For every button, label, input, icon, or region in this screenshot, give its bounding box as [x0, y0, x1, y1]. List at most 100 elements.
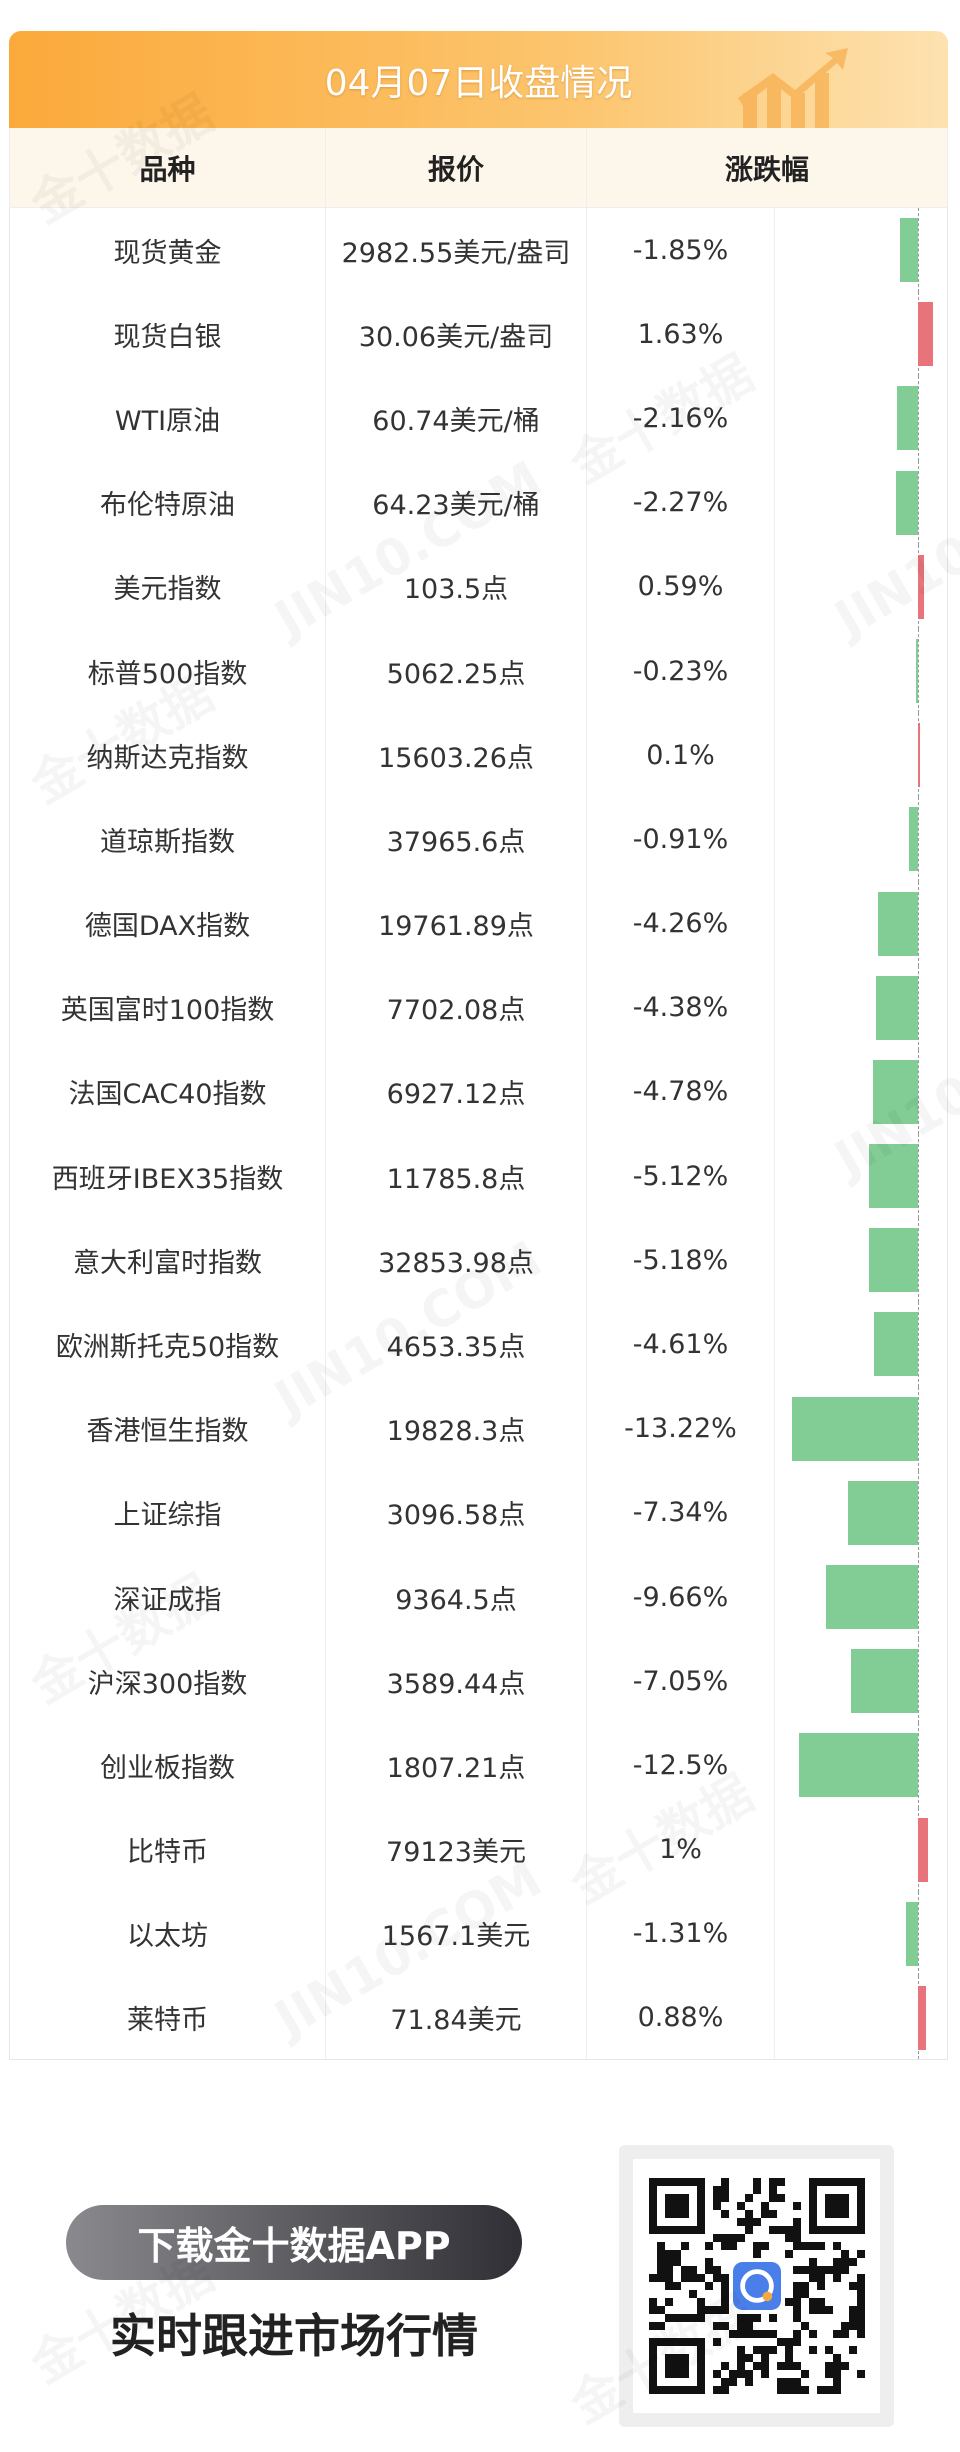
table-row: 创业板指数 1807.21点 -12.5%	[9, 1723, 948, 1808]
instrument-price: 6927.12点	[326, 1049, 587, 1135]
column-header-name: 品种	[10, 128, 326, 207]
instrument-price: 1567.1美元	[326, 1891, 587, 1976]
change-bar-down	[826, 1565, 918, 1629]
instrument-name: 美元指数	[10, 544, 326, 629]
zero-axis	[918, 1555, 919, 1640]
instrument-price: 30.06美元/盎司	[326, 292, 587, 377]
title-banner: 04月07日收盘情况	[9, 31, 948, 128]
change-bar-down	[877, 891, 918, 956]
change-bar-down	[869, 1144, 918, 1209]
instrument-name: 纳斯达克指数	[10, 713, 326, 798]
instrument-name: 上证综指	[10, 1470, 326, 1555]
table-row: 纳斯达克指数 15603.26点 0.1%	[9, 713, 948, 798]
table-row: 美元指数 103.5点 0.59%	[9, 544, 948, 629]
instrument-name: 标普500指数	[10, 628, 326, 714]
qr-code	[619, 2145, 894, 2427]
zero-axis	[918, 1723, 919, 1808]
change-bar-cell	[775, 1470, 947, 1555]
instrument-change: -1.31%	[587, 1891, 775, 1976]
zero-axis	[918, 1470, 919, 1555]
instrument-price: 5062.25点	[326, 628, 587, 714]
table-row: 沪深300指数 3589.44点 -7.05%	[9, 1639, 948, 1724]
instrument-change: -0.23%	[587, 628, 775, 714]
change-bar-down	[915, 638, 918, 703]
qr-code-image	[648, 2178, 865, 2394]
instrument-price: 103.5点	[326, 544, 587, 629]
instrument-price: 37965.6点	[326, 797, 587, 882]
instrument-name: 香港恒生指数	[10, 1386, 326, 1471]
instrument-name: WTI原油	[10, 376, 326, 461]
table-row: 意大利富时指数 32853.98点 -5.18%	[9, 1218, 948, 1303]
change-bar-up	[918, 554, 924, 619]
change-bar-cell	[775, 544, 947, 629]
table-row: 布伦特原油 64.23美元/桶 -2.27%	[9, 460, 948, 545]
instrument-name: 意大利富时指数	[10, 1218, 326, 1303]
instrument-change: 0.88%	[587, 1975, 775, 2060]
table-row: 深证成指 9364.5点 -9.66%	[9, 1555, 948, 1640]
promo-subtitle: 实时跟进市场行情	[110, 2309, 478, 2363]
instrument-name: 沪深300指数	[10, 1639, 326, 1724]
instrument-price: 2982.55美元/盎司	[326, 208, 587, 293]
zero-axis	[918, 1218, 919, 1303]
instrument-name: 现货白银	[10, 292, 326, 377]
change-bar-cell	[775, 1723, 947, 1808]
zero-axis	[918, 376, 919, 461]
instrument-change: -5.12%	[587, 1134, 775, 1219]
change-bar-up	[918, 302, 934, 367]
zero-axis	[918, 1049, 919, 1135]
instrument-name: 深证成指	[10, 1555, 326, 1640]
zero-axis	[918, 460, 919, 545]
instrument-price: 4653.35点	[326, 1302, 587, 1387]
zero-axis	[918, 1891, 919, 1976]
instrument-name: 德国DAX指数	[10, 881, 326, 966]
instrument-name: 创业板指数	[10, 1723, 326, 1808]
instrument-price: 11785.8点	[326, 1134, 587, 1219]
change-bar-cell	[775, 208, 947, 293]
change-bar-cell	[775, 797, 947, 882]
instrument-price: 9364.5点	[326, 1555, 587, 1640]
table-header: 品种 报价 涨跌幅	[9, 128, 948, 208]
instrument-name: 以太坊	[10, 1891, 326, 1976]
change-bar-cell	[775, 1218, 947, 1303]
change-bar-down	[851, 1649, 918, 1714]
download-app-button[interactable]: 下载金十数据APP	[66, 2205, 522, 2280]
instrument-name: 英国富时100指数	[10, 965, 326, 1050]
table-row: 莱特币 71.84美元 0.88%	[9, 1975, 948, 2061]
rising-chart-icon	[738, 48, 848, 128]
change-bar-down	[792, 1396, 918, 1461]
zero-axis	[918, 797, 919, 882]
instrument-name: 法国CAC40指数	[10, 1049, 326, 1135]
instrument-price: 71.84美元	[326, 1975, 587, 2060]
instrument-name: 欧洲斯托克50指数	[10, 1302, 326, 1387]
change-bar-up	[918, 723, 920, 788]
change-bar-cell	[775, 292, 947, 377]
instrument-change: -4.26%	[587, 881, 775, 966]
instrument-change: -2.27%	[587, 460, 775, 545]
instrument-name: 比特币	[10, 1807, 326, 1892]
zero-axis	[918, 1386, 919, 1471]
instrument-change: -4.38%	[587, 965, 775, 1050]
instrument-change: -7.34%	[587, 1470, 775, 1555]
instrument-change: -4.78%	[587, 1049, 775, 1135]
instrument-name: 现货黄金	[10, 208, 326, 293]
change-bar-down	[909, 807, 918, 872]
change-bar-cell	[775, 1639, 947, 1724]
change-bar-down	[872, 1059, 918, 1124]
table-body: 现货黄金 2982.55美元/盎司 -1.85% 现货白银 30.06美元/盎司…	[9, 208, 948, 2061]
table-row: 西班牙IBEX35指数 11785.8点 -5.12%	[9, 1134, 948, 1219]
instrument-change: 1.63%	[587, 292, 775, 377]
zero-axis	[918, 1302, 919, 1387]
table-row: 香港恒生指数 19828.3点 -13.22%	[9, 1386, 948, 1471]
change-bar-cell	[775, 1134, 947, 1219]
change-bar-cell	[775, 1049, 947, 1135]
change-bar-cell	[775, 460, 947, 545]
table-row: 英国富时100指数 7702.08点 -4.38%	[9, 965, 948, 1050]
change-bar-cell	[775, 713, 947, 798]
instrument-price: 1807.21点	[326, 1723, 587, 1808]
change-bar-cell	[775, 376, 947, 461]
instrument-change: -4.61%	[587, 1302, 775, 1387]
instrument-price: 3096.58点	[326, 1470, 587, 1555]
instrument-price: 7702.08点	[326, 965, 587, 1050]
table-row: 法国CAC40指数 6927.12点 -4.78%	[9, 1049, 948, 1135]
change-bar-down	[900, 218, 918, 282]
